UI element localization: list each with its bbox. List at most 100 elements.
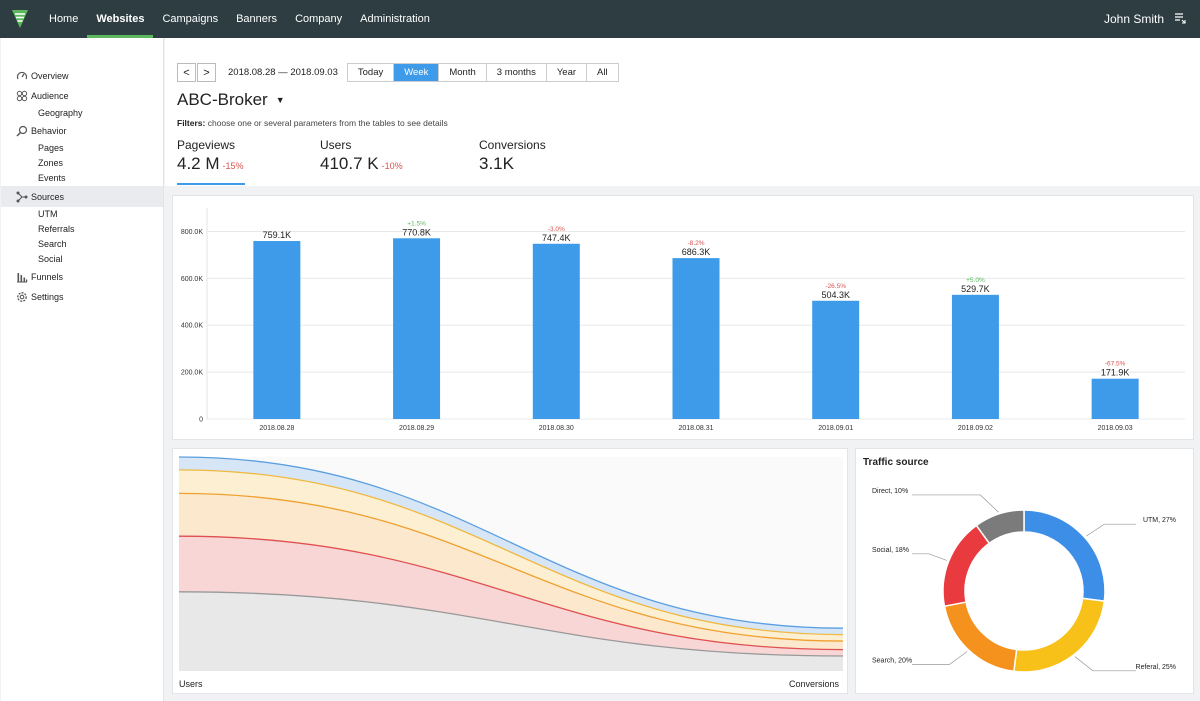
filters-text: choose one or several parameters from th… [207,118,448,128]
metric-conversions[interactable]: Conversions 3.1K [479,138,546,174]
audience-icon [15,90,28,103]
period-today[interactable]: Today [348,64,395,81]
sidebar-item-sources[interactable]: Sources [1,186,163,207]
x-tick-label: 2018.09.01 [818,425,853,432]
period-all[interactable]: All [597,67,608,78]
slice-label: Direct, 10% [872,488,908,495]
slice-leader-line [1074,656,1136,672]
main-content: < > 2018.08.28 — 2018.09.03 Today Week M… [165,38,1200,701]
bar-change-label: -26.5% [825,283,846,290]
slice-direct [975,509,1025,545]
chevron-left-icon: < [183,66,190,79]
user-menu[interactable]: John Smith [1104,0,1186,38]
slice-search [943,601,1018,673]
slice-leader-line [912,494,999,513]
metric-value: 4.2 M [177,154,220,173]
site-selector[interactable]: ABC-Broker ▼ [177,90,285,110]
bar-change-label: +5.0% [966,277,985,284]
funnel-chart: Users Conversions [178,456,844,689]
y-tick-label: 0 [199,417,203,424]
bar-value-label: 759.1K [263,230,292,240]
bar-change-label: +1.5% [407,220,426,227]
bar-value-label: 504.3K [821,290,850,300]
metric-label: Users [320,138,352,152]
bar-value-label: 171.9K [1101,368,1130,378]
top-navigation-bar: Home Websites Campaigns Banners Company … [0,0,1200,38]
chevron-right-icon: > [203,66,210,79]
app-logo-icon[interactable] [0,0,40,38]
sidebar-sub-social[interactable]: Social [38,254,63,264]
slice-label: Social, 18% [872,547,909,554]
bar-value-label: 770.8K [402,227,431,237]
filters-hint: Filters: choose one or several parameter… [177,118,448,128]
sidebar-sub-utm[interactable]: UTM [38,209,58,219]
bar-2018.08.30 [532,243,580,419]
sidebar-item-label: Overview [31,71,69,81]
funnel-line-layer-4 [178,535,844,651]
nav-websites[interactable]: Websites [87,0,154,38]
sidebar: Overview Audience Geography Behavior Pag… [1,38,164,701]
x-tick-label: 2018.08.30 [539,425,574,432]
nav-home[interactable]: Home [49,13,79,25]
slice-leader-line [1086,523,1136,537]
sidebar-item-audience[interactable]: Audience [1,86,163,106]
bar-2018.09.03 [1091,378,1139,419]
sidebar-sub-geography[interactable]: Geography [38,108,83,118]
prev-period-button[interactable]: < [177,63,196,82]
sidebar-sub-zones[interactable]: Zones [38,158,64,168]
sidebar-item-overview[interactable]: Overview [1,66,163,86]
bar-chart-icon [15,271,28,284]
sidebar-item-settings[interactable]: Settings [1,287,163,307]
nav-campaigns[interactable]: Campaigns [162,13,219,25]
metric-value: 410.7 K [320,154,379,173]
bar-value-label: 686.3K [682,247,711,257]
x-tick-label: 2018.09.02 [958,425,993,432]
pageviews-bar-chart-card: 0 200.0K 400.0K 600.0K 800.0K 759.1K 2018.08.2… [172,195,1194,440]
traffic-source-card: Traffic source UTM, 27% Referal, 25% Searc… [855,448,1194,694]
date-range-text: 2018.08.28 — 2018.09.03 [228,67,338,78]
slice-label: Referal, 25% [1136,664,1176,671]
magnifier-icon [15,125,28,138]
x-tick-label: 2018.08.29 [399,425,434,432]
user-menu-icon[interactable] [1174,12,1186,27]
sidebar-item-label: Behavior [31,126,67,136]
funnel-line-layer-2 [178,469,844,636]
nav-administration[interactable]: Administration [360,13,430,25]
traffic-source-donut-chart: UTM, 27% Referal, 25% Search, 20% Social, 1… [872,488,1176,673]
pageviews-bar-chart: 0 200.0K 400.0K 600.0K 800.0K 759.1K 2018.08.2… [181,208,1185,432]
period-year[interactable]: Year [547,64,588,81]
nav-banners[interactable]: Banners [236,13,278,25]
sidebar-sub-search[interactable]: Search [38,239,67,249]
y-tick-label: 200.0K [181,370,204,377]
metric-pageviews[interactable]: Pageviews 4.2 M -15% [177,138,244,174]
period-3-months[interactable]: 3 months [487,64,547,81]
funnel-chart-card: Users Conversions [172,448,848,694]
slice-social [942,524,991,608]
metric-label: Conversions [479,138,546,152]
y-tick-label: 400.0K [181,323,204,330]
report-header: < > 2018.08.28 — 2018.09.03 Today Week M… [165,38,1200,186]
sidebar-sub-referrals[interactable]: Referrals [38,224,75,234]
period-month[interactable]: Month [439,64,487,81]
gear-icon [15,291,28,304]
sidebar-item-funnels[interactable]: Funnels [1,267,163,287]
bar-change-label: -8.2% [688,240,705,247]
next-period-button[interactable]: > [197,63,216,82]
bar-value-label: 529.7K [961,284,990,294]
funnel-area-layer-5 [179,591,843,671]
y-tick-label: 600.0K [181,276,204,283]
sidebar-sub-pages[interactable]: Pages [38,143,64,153]
sidebar-sub-events[interactable]: Events [38,173,66,183]
site-name: ABC-Broker [177,90,268,109]
slice-leader-line [912,553,947,561]
date-range-bar: < > 2018.08.28 — 2018.09.03 Today Week M… [177,63,619,82]
bar-2018.08.28 [253,241,301,419]
metric-users[interactable]: Users 410.7 K -10% [320,138,403,174]
nav-company[interactable]: Company [295,13,343,25]
funnel-line-layer-5 [178,591,844,657]
period-week[interactable]: Week [394,64,440,81]
sidebar-item-behavior[interactable]: Behavior [1,121,163,141]
x-tick-label: 2018.08.28 [259,425,294,432]
gauge-icon [15,70,28,83]
funnel-end-label: Conversions [789,679,840,689]
